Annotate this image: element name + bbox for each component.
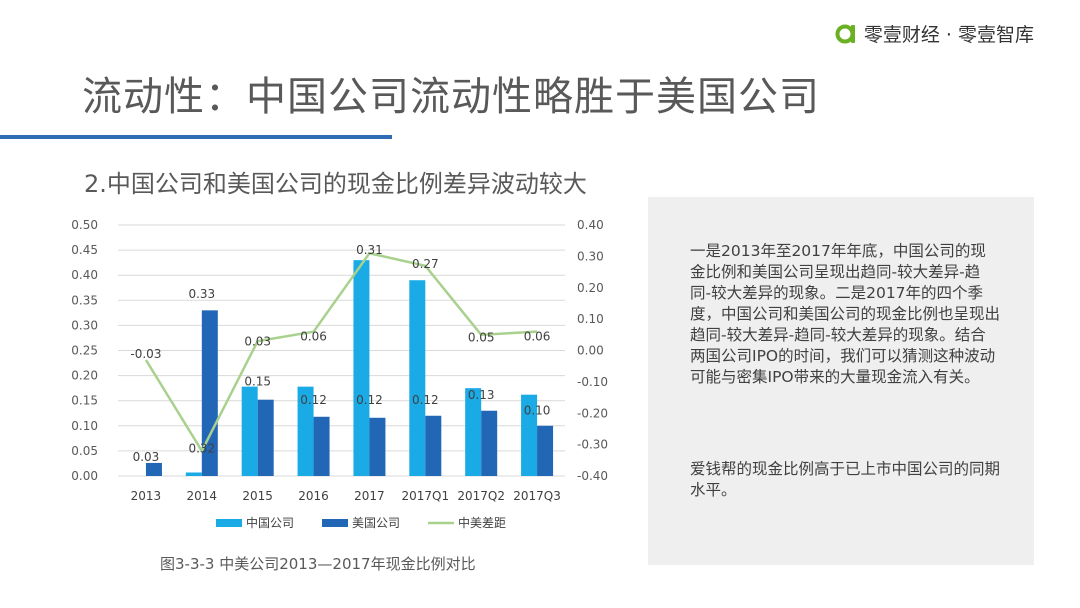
x-tick-label: 2017 [354,489,385,503]
y-right-tick-label: 0.10 [577,312,604,326]
data-label: 0.06 [300,329,327,343]
y-right-tick-label: 0.20 [577,281,604,295]
gap-line [144,251,538,453]
ring-logo-icon [835,24,855,43]
y-left-tick-label: 0.30 [71,318,98,332]
y-left-tick-label: 0.20 [71,369,98,383]
bar-china [297,386,314,476]
x-tick-label: 2016 [298,489,329,503]
data-label: 0.12 [356,393,383,407]
page-title: 流动性：中国公司流动性略胜于美国公司 [82,74,820,120]
y-right-tick-label: 0.30 [577,249,604,263]
bar-usa [145,462,162,476]
y-left-tick-label: 0.45 [71,243,98,257]
legend-swatch [216,519,242,527]
x-tick-label: 2017Q1 [402,489,450,503]
legend-label: 中美差距 [458,515,506,530]
y-right-tick-label: -0.30 [577,438,608,452]
y-left-tick-label: 0.15 [71,394,98,408]
data-label: 0.13 [468,388,495,402]
brand-name: 零壹财经 · 零壹智库 [863,24,1034,46]
figure-caption: 图3-3-3 中美公司2013—2017年现金比例对比 [160,555,476,573]
bar-china [465,388,482,476]
legend-swatch [322,519,348,527]
bar-china [521,394,538,476]
y-right-tick-label: -0.20 [577,406,608,420]
brand: 零壹财经 · 零壹智库 [834,20,1034,47]
bar-usa [369,417,386,476]
bar-usa [425,415,442,476]
data-label: 0.10 [524,403,551,417]
y-right-tick-label: -0.40 [577,469,608,483]
legend-label: 中国公司 [246,515,294,530]
data-label: 0.06 [524,329,551,343]
x-tick-label: 2014 [187,489,218,503]
bar-usa [481,410,498,476]
data-label: 0.33 [188,287,215,301]
y-left-tick-label: 0.05 [71,444,98,458]
data-label: 0.27 [412,257,439,271]
bar-china [353,260,370,476]
x-tick-label: 2013 [131,489,162,503]
bar-china [185,472,202,476]
bar-china [409,280,426,476]
data-label: 0.31 [356,243,383,257]
y-right-tick-label: 0.00 [577,344,604,358]
y-right-tick-label: 0.40 [577,218,604,232]
bar-china [241,386,258,476]
x-tick-label: 2017Q2 [457,489,505,503]
data-label: 0.32 [188,441,215,455]
data-label: 0.03 [244,334,271,348]
y-left-tick-label: 0.50 [71,218,98,232]
bar-usa [537,425,554,476]
notes-panel: 一是2013年至2017年年底，中国公司的现金比例和美国公司呈现出趋同-较大差异… [648,197,1034,565]
page-subtitle: 2.中国公司和美国公司的现金比例差异波动较大 [84,170,587,198]
data-label: 0.03 [133,450,160,464]
bar-usa [257,399,274,476]
y-left-tick-label: 0.40 [71,268,98,282]
y-left-tick-label: 0.35 [71,293,98,307]
note-paragraph: 一是2013年至2017年年底，中国公司的现金比例和美国公司呈现出趋同-较大差异… [690,242,1001,386]
y-left-tick-label: 0.00 [71,469,98,483]
x-tick-label: 2017Q3 [513,489,561,503]
data-label: 0.05 [468,330,495,344]
x-tick-label: 2015 [242,489,273,503]
bar-usa [313,416,330,476]
data-label: 0.15 [244,375,271,389]
bar-usa [201,310,218,476]
y-left-tick-label: 0.25 [71,344,98,358]
data-label: 0.12 [300,393,327,407]
y-left-tick-label: 0.10 [71,419,98,433]
note-paragraph: 爱钱帮的现金比例高于已上市中国公司的同期水平。 [690,460,1001,499]
y-right-tick-label: -0.10 [577,375,608,389]
title-rule [0,135,392,139]
data-label: 0.12 [412,393,439,407]
cash-ratio-chart: 0.00 0.05 0.10 0.15 0.20 0.25 0.30 0.35 0.40 0.45… [71,218,608,530]
data-label: -0.03 [130,347,161,361]
legend-label: 美国公司 [352,516,400,530]
